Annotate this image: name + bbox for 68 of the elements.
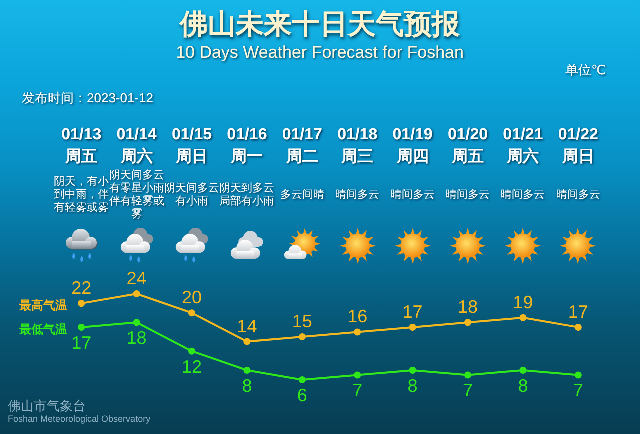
data-label: 18	[458, 297, 478, 318]
text: 晴间多云	[336, 188, 380, 201]
point	[78, 300, 86, 308]
text: 阴天到多云局部有小雨	[220, 182, 275, 208]
point	[520, 366, 527, 374]
data-label: 7	[462, 380, 474, 401]
data-label: 8	[408, 376, 418, 396]
point	[464, 372, 472, 379]
x-tick-label: 01/16 周一	[227, 126, 268, 166]
point	[574, 324, 582, 331]
text: 晴间多云	[446, 188, 490, 201]
point	[188, 310, 196, 317]
data-label: 17	[72, 332, 92, 353]
data-label: 6	[297, 386, 308, 406]
data-label: 17	[402, 302, 423, 322]
text: 晴间多云	[501, 188, 546, 201]
x-tick-label: 01/15 周日	[172, 126, 212, 166]
text: Foshan Meteorological Observatory	[8, 414, 152, 424]
x-tick-label: 01/19 周四	[392, 126, 433, 166]
point	[354, 328, 362, 336]
x-tick-label: 01/13 周五	[62, 126, 102, 166]
data-label: 8	[242, 376, 252, 396]
data-label: 8	[518, 376, 528, 396]
point	[409, 366, 416, 374]
point	[464, 319, 472, 326]
text: 发布时间：2023-01-12	[22, 90, 154, 106]
text: 阴天，有小到中雨，伴有轻雾或雾	[54, 175, 110, 214]
data-label: 14	[237, 316, 258, 336]
data-label: 19	[513, 292, 534, 312]
x-tick-label: 01/17 周二	[282, 126, 323, 166]
text: 阴天间多云有零星小雨伴有轻雾或雾	[109, 170, 164, 220]
x-tick-label: 01/18 周三	[338, 126, 378, 166]
text: 晴间多云	[390, 188, 435, 201]
chart-title: 佛山未来十日天气预报	[179, 8, 461, 40]
text: 佛山市气象台	[8, 398, 86, 414]
point	[188, 348, 196, 355]
data-label: 20	[182, 288, 202, 308]
data-label: 18	[126, 328, 147, 348]
data-label: 22	[72, 278, 92, 298]
data-label: 15	[292, 312, 312, 332]
point	[78, 324, 86, 331]
text: 单位℃	[565, 62, 606, 78]
point	[354, 372, 362, 379]
text: 晴间多云	[556, 188, 600, 201]
series-label: 最低气温	[18, 322, 68, 336]
point	[244, 338, 251, 346]
point	[298, 334, 306, 340]
point	[298, 376, 306, 384]
data-label: 24	[126, 268, 147, 288]
point	[244, 366, 251, 374]
point	[574, 372, 582, 379]
data-label: 12	[182, 356, 202, 377]
data-label: 16	[348, 306, 368, 327]
data-label: 7	[573, 380, 584, 401]
x-tick-label: 01/14 周六	[116, 126, 157, 166]
data-label: 17	[568, 302, 588, 322]
series-label: 最高气温	[18, 298, 68, 313]
point	[133, 319, 140, 326]
point	[133, 290, 140, 298]
x-tick-label: 01/21 周六	[503, 126, 544, 166]
point	[520, 314, 527, 322]
x-tick-label: 01/22 周日	[558, 126, 599, 166]
text: 阴天间多云有小雨	[164, 182, 220, 208]
x-tick-label: 01/20 周五	[448, 126, 488, 166]
point	[409, 324, 416, 331]
data-label: 7	[352, 380, 363, 401]
chart-subtitle: 10 Days Weather Forecast for Foshan	[176, 43, 464, 62]
text: 多云间晴	[280, 188, 324, 201]
